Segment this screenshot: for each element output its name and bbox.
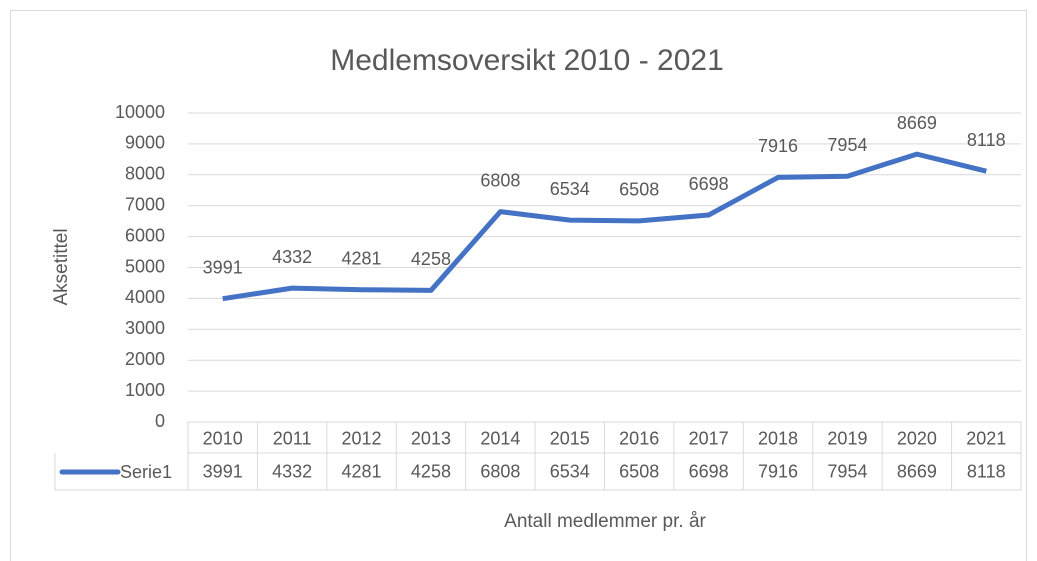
- table-value: 6508: [619, 461, 659, 481]
- table-value: 8669: [897, 461, 937, 481]
- data-label: 6698: [689, 174, 729, 194]
- table-value: 7954: [827, 461, 867, 481]
- data-label: 8118: [967, 130, 1006, 150]
- legend-label: Serie1: [120, 462, 172, 482]
- y-tick-label: 7000: [125, 194, 165, 214]
- table-value: 6534: [550, 461, 590, 481]
- table-value: 6808: [480, 461, 520, 481]
- y-tick-label: 0: [155, 411, 165, 431]
- x-tick-label: 2014: [480, 428, 520, 448]
- table-value: 8118: [967, 461, 1006, 481]
- y-tick-label: 6000: [125, 225, 165, 245]
- x-tick-label: 2010: [203, 428, 243, 448]
- x-tick-label: 2020: [897, 428, 937, 448]
- data-label: 6534: [550, 179, 590, 199]
- y-tick-label: 9000: [125, 133, 165, 153]
- x-tick-label: 2018: [758, 428, 798, 448]
- table-value: 6698: [689, 461, 729, 481]
- line: [222, 151, 987, 302]
- data-label: 7954: [827, 135, 867, 155]
- table-value: 7916: [758, 461, 798, 481]
- table-value: 4281: [342, 461, 382, 481]
- y-tick-label: 3000: [125, 318, 165, 338]
- table-value: 4332: [272, 461, 312, 481]
- data-label: 7916: [758, 136, 798, 156]
- x-tick-label: 2019: [827, 428, 867, 448]
- y-tick-label: 2000: [125, 349, 165, 369]
- x-tick-label: 2016: [619, 428, 659, 448]
- table-value: 4258: [411, 461, 451, 481]
- y-axis-title: Aksetittel: [51, 228, 72, 305]
- table-value: 3991: [203, 461, 243, 481]
- data-label: 6508: [619, 180, 659, 200]
- y-tick-label: 1000: [125, 380, 165, 400]
- x-tick-label: 2017: [689, 428, 729, 448]
- y-tick-label: 5000: [125, 256, 165, 276]
- chart-title: Medlemsoversikt 2010 - 2021: [330, 44, 724, 77]
- y-tick-label: 8000: [125, 164, 165, 184]
- data-label: 8669: [897, 113, 937, 133]
- data-label: 3991: [203, 257, 243, 277]
- data-label: 6808: [480, 170, 520, 190]
- x-tick-label: 2013: [411, 428, 451, 448]
- x-tick-label: 2011: [273, 428, 312, 448]
- data-label: 4281: [342, 248, 382, 268]
- y-tick-label: 4000: [125, 287, 165, 307]
- y-tick-label: 10000: [115, 102, 165, 122]
- x-axis-title: Antall medlemmer pr. år: [504, 511, 706, 532]
- data-label: 4258: [411, 249, 451, 269]
- x-tick-label: 2012: [342, 428, 382, 448]
- x-tick-label: 2015: [550, 428, 590, 448]
- data-label: 4332: [272, 247, 312, 267]
- chart-frame: [10, 10, 1027, 561]
- x-tick-label: 2021: [966, 428, 1006, 448]
